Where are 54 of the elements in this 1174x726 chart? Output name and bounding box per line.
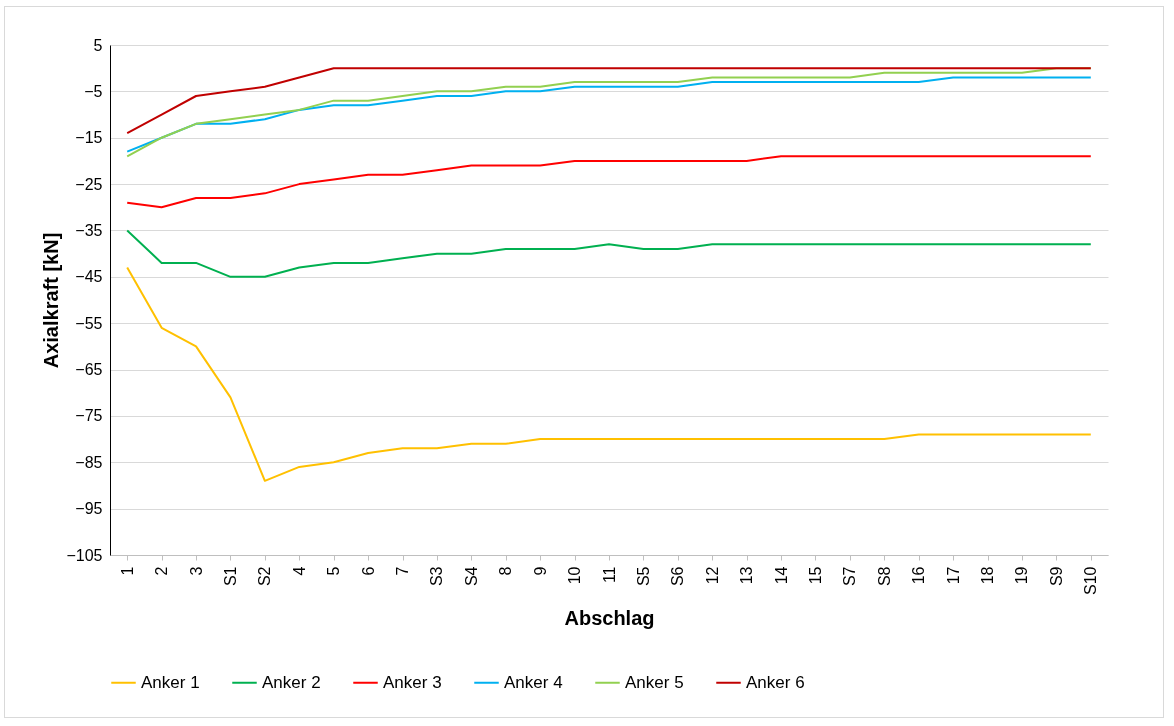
x-tick-label: S3 (428, 566, 446, 587)
y-tick-label: −55 (75, 314, 103, 332)
x-tick-label: 18 (979, 566, 997, 585)
x-tick-label: 1 (118, 566, 136, 576)
legend-label: Anker 2 (262, 672, 321, 692)
x-tick-label: 14 (772, 566, 790, 585)
x-tick-label: S2 (256, 566, 274, 587)
legend-label: Anker 4 (504, 672, 563, 692)
y-tick-label: 5 (93, 36, 103, 54)
line-series (126, 266, 1092, 482)
x-tick-label: 6 (359, 566, 377, 576)
y-tick-label: −35 (75, 221, 103, 239)
x-tick-label: S5 (634, 566, 652, 587)
x-tick-label: S9 (1047, 566, 1065, 587)
legend-label: Anker 1 (141, 672, 200, 692)
y-tick-label: −65 (75, 361, 103, 379)
line-series (126, 67, 1092, 135)
x-tick-label: S7 (841, 566, 859, 587)
x-tick-label: 3 (187, 566, 205, 576)
y-axis-title: Axialkraft [kN] (40, 232, 63, 369)
x-tick-label: 12 (703, 566, 721, 585)
y-tick-label: −25 (75, 175, 103, 193)
x-tick-label: S1 (221, 566, 239, 587)
y-tick-label: −85 (75, 453, 103, 471)
x-tick-label: 13 (738, 566, 756, 585)
x-axis-title: Abschlag (564, 606, 655, 629)
x-tick-label: S8 (875, 566, 893, 587)
x-tick-label: 8 (497, 566, 515, 576)
x-tick-label: 2 (153, 566, 171, 576)
y-tick-label: −45 (75, 268, 103, 286)
y-tick-label: −95 (75, 500, 103, 518)
line-series (126, 155, 1092, 209)
x-tick-label: 17 (944, 566, 962, 585)
x-tick-label: 19 (1013, 566, 1031, 585)
legend-label: Anker 6 (746, 672, 805, 692)
y-tick-label: −15 (75, 129, 103, 147)
y-tick-label: −5 (84, 82, 103, 100)
x-tick-label: S10 (1082, 566, 1100, 595)
x-tick-label: 7 (394, 566, 412, 576)
y-tick-label: −75 (75, 407, 103, 425)
legend-label: Anker 3 (383, 672, 442, 692)
line-series (126, 229, 1092, 278)
line-series (126, 76, 1092, 153)
x-tick-label: S4 (462, 566, 480, 587)
x-tick-label: S6 (669, 566, 687, 587)
x-tick-label: 10 (566, 566, 584, 585)
y-tick-label: −105 (66, 546, 103, 564)
x-tick-label: 15 (806, 566, 824, 585)
x-tick-label: 11 (600, 566, 618, 584)
x-tick-label: 5 (325, 566, 343, 576)
x-tick-label: 16 (910, 566, 928, 585)
legend-label: Anker 5 (625, 672, 684, 692)
x-tick-label: 9 (531, 566, 549, 576)
x-tick-label: 4 (290, 566, 308, 576)
